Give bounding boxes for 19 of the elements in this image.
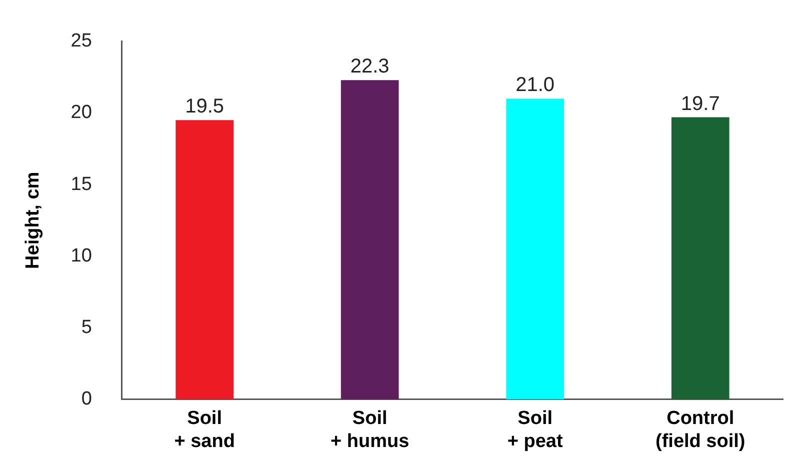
y-tick-label: 15 [70, 174, 92, 195]
y-tick-label: 25 [70, 30, 92, 52]
y-tick-label: 0 [81, 388, 92, 410]
x-tick-label: Control (field soil) [656, 408, 746, 452]
y-tick-label: 5 [81, 317, 92, 338]
data-label: 19.5 [185, 96, 224, 118]
bar [506, 98, 564, 400]
data-label: 19.7 [680, 92, 720, 115]
bar [671, 117, 730, 400]
bar [340, 80, 399, 400]
x-tick-label: Soil + humus [330, 408, 410, 452]
data-label: 22.3 [350, 56, 390, 78]
y-tick-label: 10 [70, 245, 92, 266]
y-axis-title: Height, cm [22, 172, 44, 269]
y-tick-label: 20 [70, 102, 92, 124]
data-label: 21.0 [516, 74, 555, 96]
x-tick-label: Soil + sand [174, 408, 235, 452]
x-tick-label: Soil + peat [507, 408, 564, 452]
bar [176, 120, 234, 400]
